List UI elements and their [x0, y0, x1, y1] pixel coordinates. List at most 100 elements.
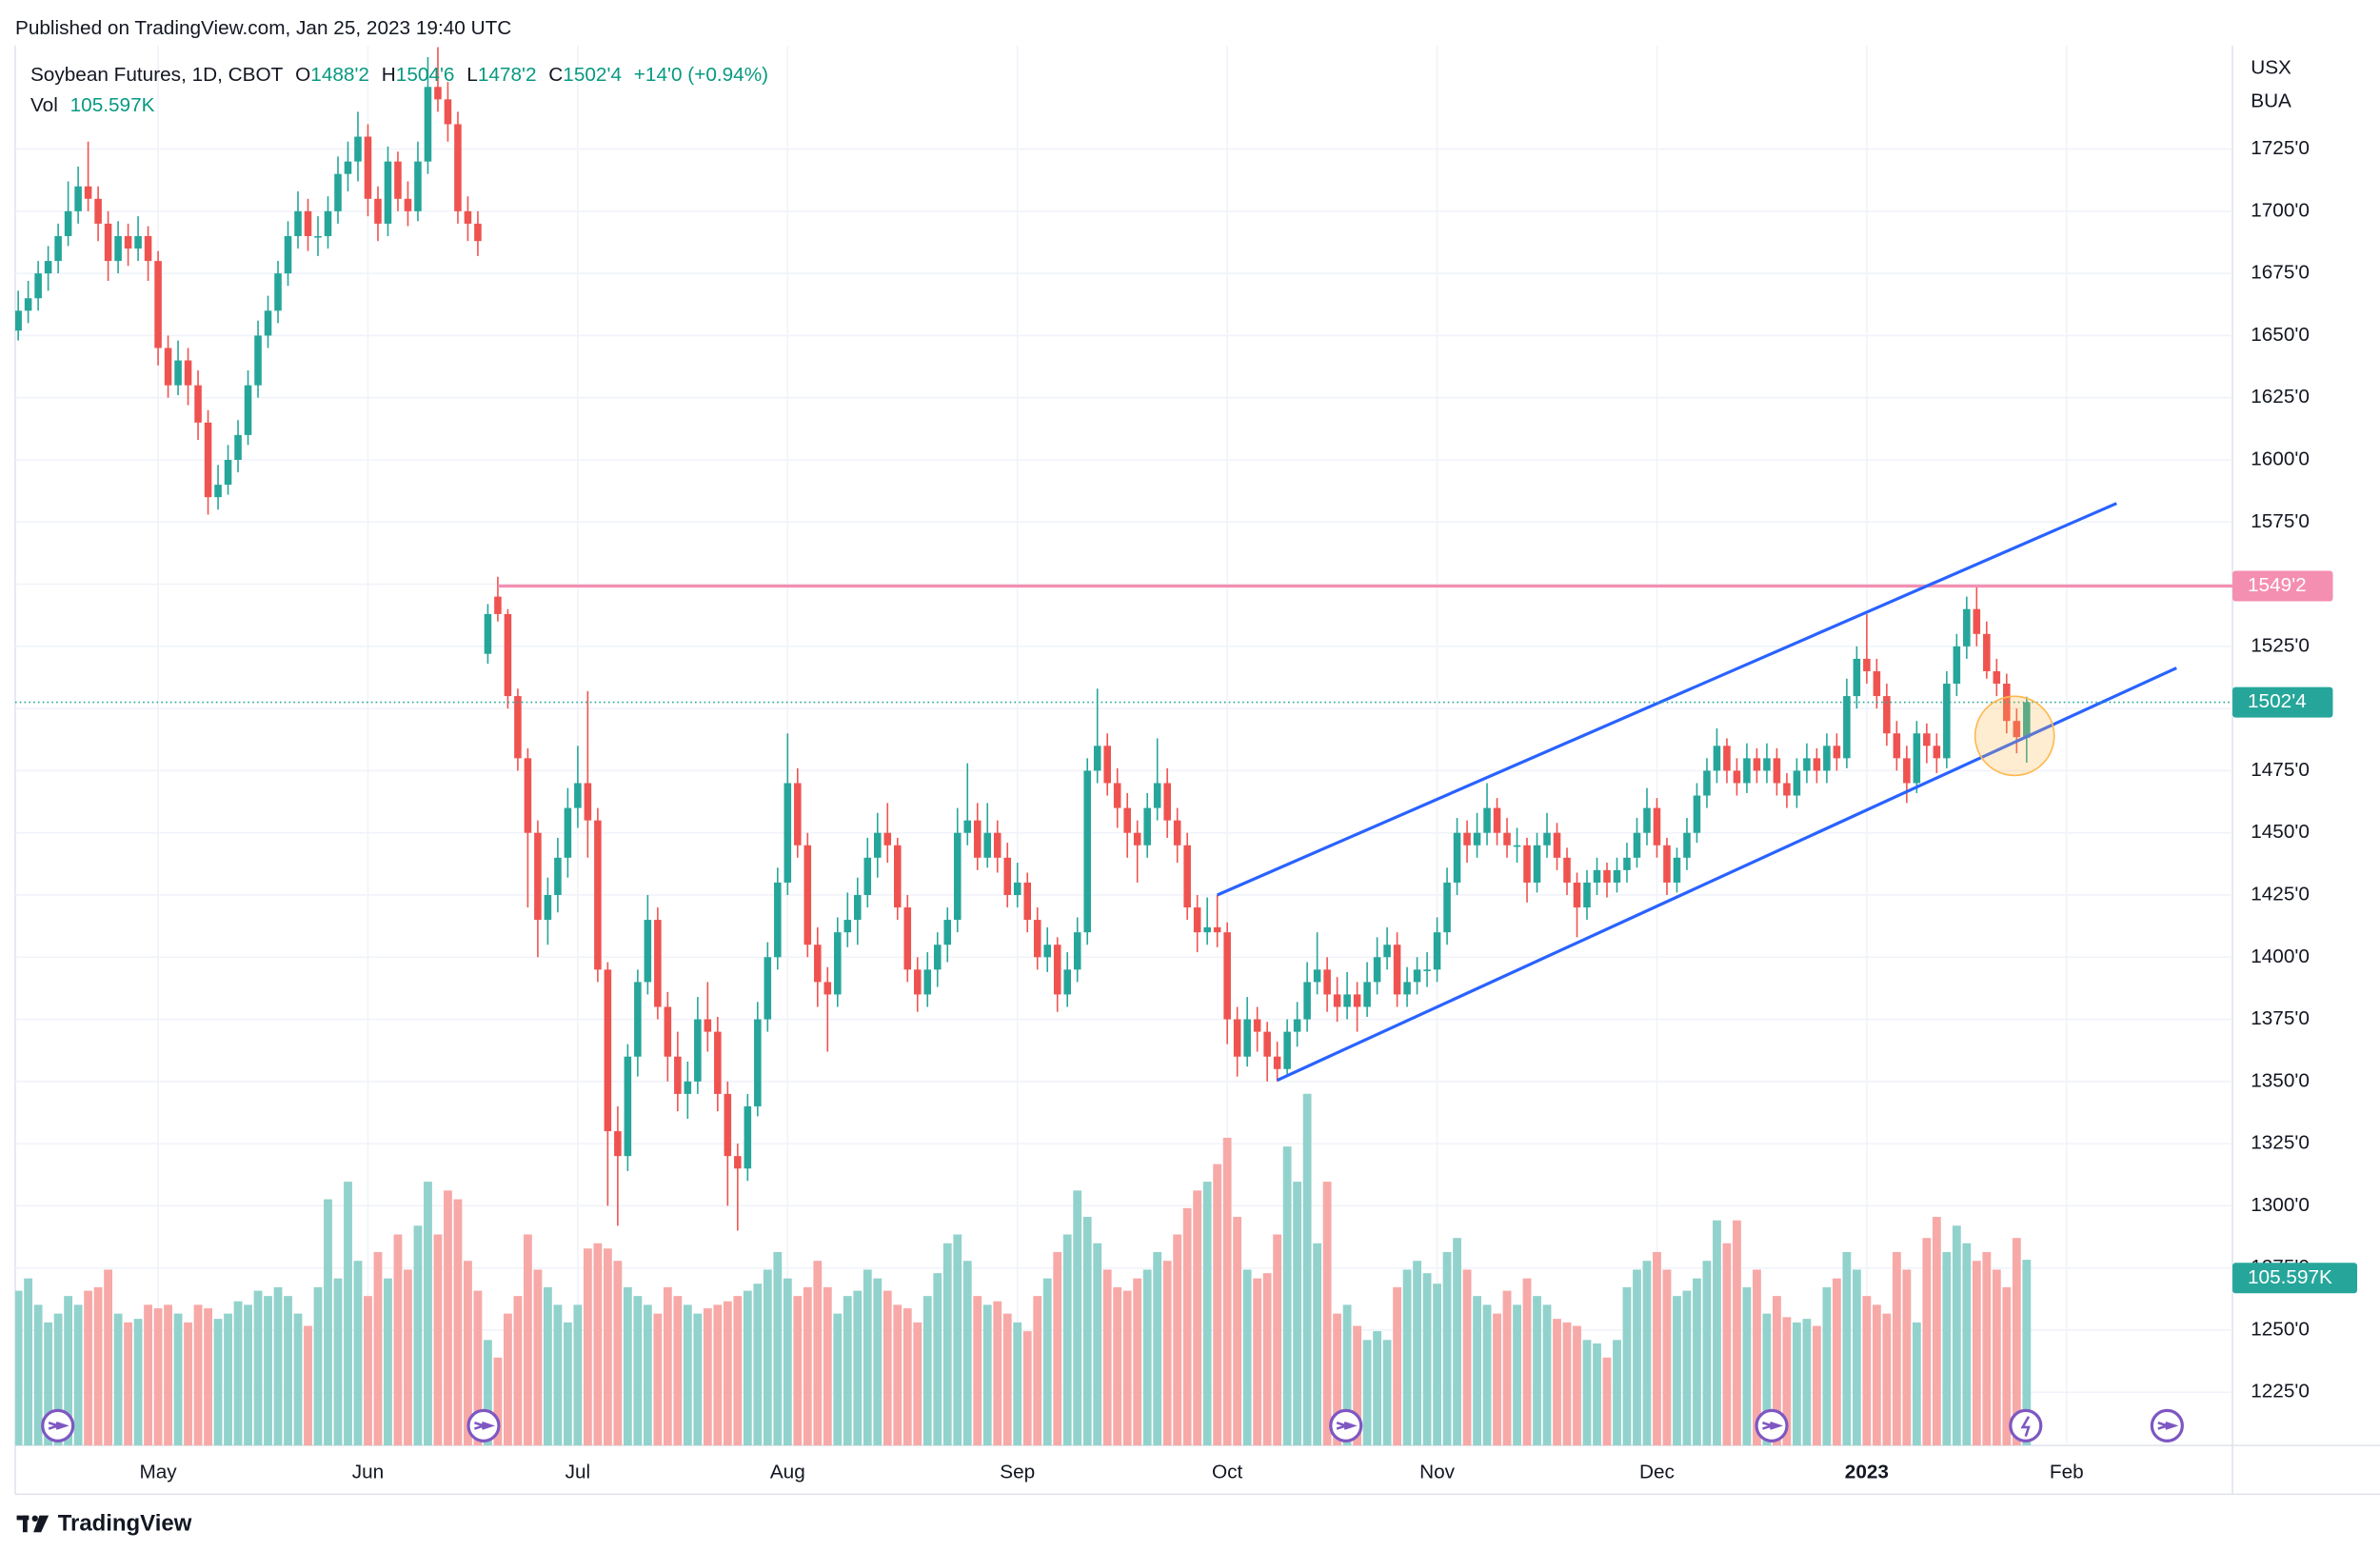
volume-bar	[1902, 1269, 1912, 1446]
volume-bar	[1662, 1269, 1672, 1446]
volume-bar	[33, 1304, 43, 1446]
y-tick-label: 1725'0	[2251, 137, 2310, 159]
volume-bar	[1753, 1269, 1761, 1446]
candle-body	[1763, 758, 1771, 771]
volume-bar	[1713, 1220, 1721, 1446]
price-box	[2232, 686, 2333, 718]
candle-body	[843, 920, 852, 933]
currency: USX	[2251, 56, 2291, 78]
candle-body	[434, 87, 442, 100]
logo	[16, 1515, 50, 1533]
event-arrows	[48, 1416, 2179, 1437]
volume-bar	[553, 1304, 563, 1446]
candle-body	[953, 832, 962, 921]
candle-body	[1373, 957, 1381, 983]
quote-value: 1502'4	[563, 64, 622, 86]
candle-body	[594, 820, 602, 970]
candle-body	[544, 894, 552, 921]
volume-bar	[1872, 1304, 1881, 1446]
candle-body	[224, 459, 232, 486]
candle-body	[684, 1081, 692, 1094]
volume-bar	[1673, 1296, 1681, 1446]
candle-body	[1983, 633, 1991, 671]
candle-body	[1693, 795, 1701, 833]
volume-bar	[1113, 1286, 1122, 1446]
volume-bar	[1773, 1296, 1781, 1446]
event-icon[interactable]	[2009, 1408, 2043, 1443]
candle-body	[1353, 994, 1361, 1007]
candle-body	[1643, 807, 1651, 833]
volume-bar	[643, 1304, 652, 1446]
volume-bar	[1382, 1340, 1392, 1446]
candle-body	[734, 1156, 742, 1169]
candle-body	[983, 832, 992, 858]
price-label: 1502'4	[2248, 690, 2307, 712]
candle-body	[1973, 608, 1981, 634]
x-tick-label: 2023	[1845, 1461, 1889, 1482]
candle-body	[903, 907, 912, 970]
y-tick-label: 1225'0	[2251, 1381, 2310, 1403]
volume-bar	[84, 1290, 93, 1446]
volume-bar	[1762, 1313, 1772, 1446]
logo-part	[22, 1515, 28, 1533]
candle-body	[883, 832, 892, 846]
candle-body	[764, 957, 772, 1020]
candle-body	[1963, 608, 1971, 647]
volume-bar	[1402, 1269, 1412, 1446]
volume-bar	[473, 1290, 483, 1446]
volume-bar	[1822, 1286, 1832, 1446]
unit: BUA	[2251, 90, 2291, 112]
volume-bar	[1053, 1251, 1062, 1446]
candle-body	[854, 894, 862, 921]
candle-body	[1863, 658, 1871, 671]
volume-bar	[893, 1304, 902, 1446]
volume-bar	[304, 1325, 312, 1446]
candle-body	[114, 235, 122, 262]
volume-bar	[793, 1296, 803, 1446]
volume-bar	[1502, 1290, 1512, 1446]
logo-part	[31, 1515, 38, 1522]
candle-body	[354, 136, 362, 162]
candle-body	[834, 932, 842, 995]
volume-bar	[1162, 1261, 1172, 1446]
candle-body	[1083, 770, 1091, 933]
volume-title: Vol	[30, 94, 58, 116]
volume-bar	[1593, 1343, 1601, 1446]
candle-body	[1463, 832, 1471, 846]
candle-body	[943, 920, 952, 945]
volume-bar	[1413, 1261, 1421, 1446]
x-tick-label: Nov	[1419, 1461, 1456, 1482]
legend: Soybean Futures, 1D, CBOT O1488'2 H1504'6 L…	[30, 64, 768, 86]
candle-body	[1403, 982, 1411, 995]
candle-body	[174, 360, 182, 386]
volume-bar	[1213, 1164, 1222, 1446]
volume-bar	[513, 1296, 523, 1446]
volume-bar	[1222, 1137, 1232, 1446]
candle-body	[2013, 721, 2021, 738]
candle-body	[1633, 832, 1641, 858]
volume-bar	[2002, 1286, 2012, 1446]
y-tick-label: 1700'0	[2251, 199, 2310, 221]
y-tick-label: 1625'0	[2251, 386, 2310, 408]
candle-body	[913, 969, 922, 995]
volume-bar	[603, 1248, 612, 1446]
volume-bar	[284, 1296, 292, 1446]
volume-bar	[973, 1296, 982, 1446]
volume-bar	[933, 1273, 942, 1446]
volume-bar	[813, 1261, 823, 1446]
candle-body	[1723, 746, 1731, 771]
candle-body	[1573, 882, 1581, 908]
y-tick-label: 1475'0	[2251, 759, 2310, 781]
volume-bar	[433, 1234, 443, 1446]
candle-body	[1563, 857, 1571, 883]
volume-bar	[902, 1308, 912, 1446]
candle-body	[923, 969, 932, 995]
candle-body	[1453, 832, 1461, 883]
candle-body	[234, 434, 242, 460]
candle-body	[814, 945, 822, 983]
volume-bar	[1542, 1304, 1552, 1446]
volume-bar	[424, 1182, 432, 1446]
volume-bar	[723, 1301, 732, 1446]
candle-body	[1603, 869, 1611, 883]
